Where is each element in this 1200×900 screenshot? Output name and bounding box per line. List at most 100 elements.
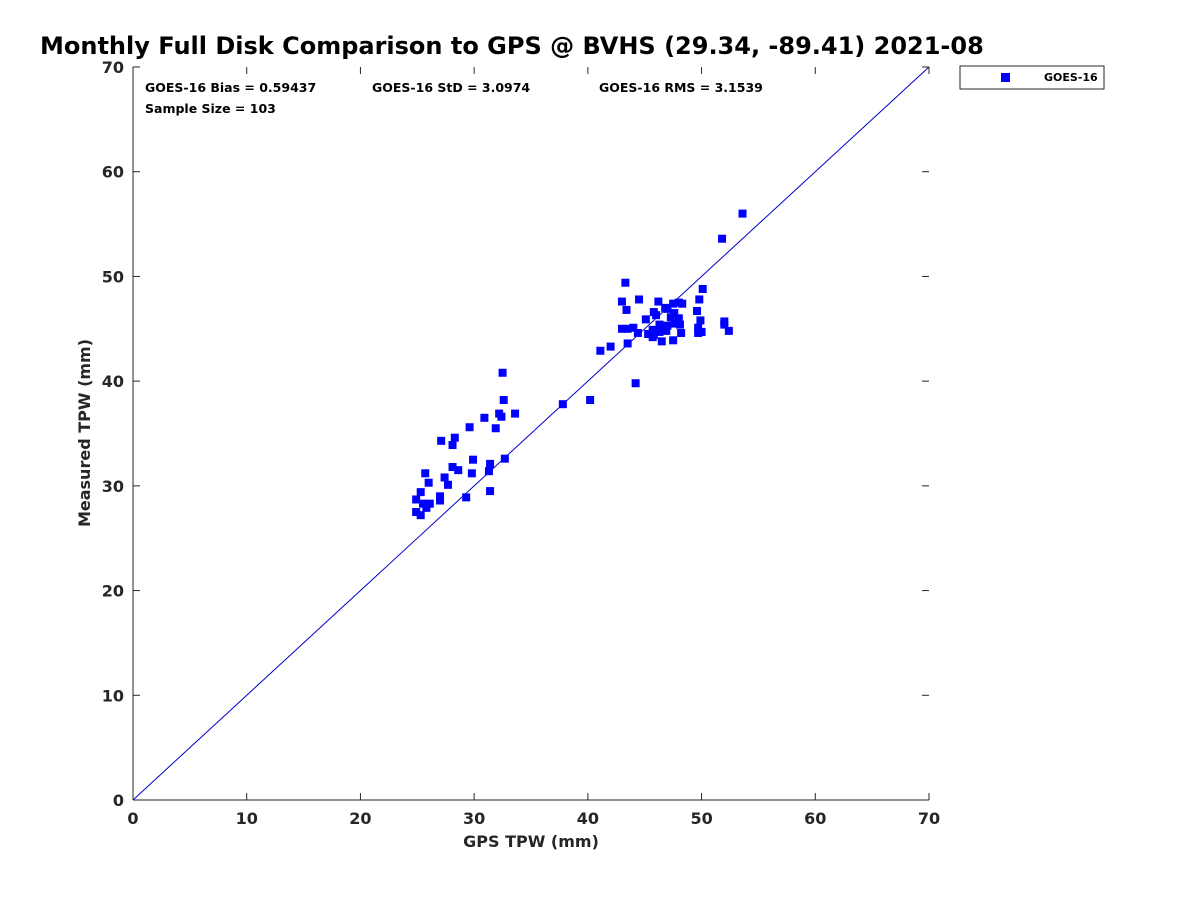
data-point [491, 424, 500, 433]
data-point [462, 493, 471, 502]
bias-stat: GOES-16 Bias = 0.59437 [145, 80, 316, 95]
data-point [500, 454, 509, 463]
sample-size-stat: Sample Size = 103 [145, 101, 276, 116]
y-tick-label: 70 [102, 58, 124, 77]
data-point [663, 321, 672, 330]
data-point [670, 319, 679, 328]
data-point [623, 339, 632, 348]
data-point [644, 330, 653, 339]
data-point [655, 327, 664, 336]
data-point [693, 306, 702, 315]
reference-line-layer [132, 66, 930, 801]
x-tick-label: 60 [804, 809, 826, 828]
data-point [416, 511, 425, 520]
data-point [596, 346, 605, 355]
data-point [738, 209, 747, 218]
data-point [669, 336, 678, 345]
y-tick-label: 40 [102, 372, 124, 391]
data-point [465, 423, 474, 432]
data-point [648, 333, 657, 342]
data-point [412, 508, 421, 517]
data-point [724, 326, 733, 335]
data-point [586, 395, 595, 404]
data-point [654, 297, 663, 306]
data-point [498, 368, 507, 377]
stats-box: GOES-16 Bias = 0.59437 GOES-16 StD = 3.0… [145, 80, 763, 116]
x-tick-label: 20 [349, 809, 371, 828]
legend-label-goes16: GOES-16 [1044, 71, 1098, 84]
y-tick-label: 60 [102, 163, 124, 182]
data-point [622, 305, 631, 314]
data-point [421, 469, 430, 478]
data-point [669, 299, 678, 308]
data-point [641, 315, 650, 324]
data-point [499, 395, 508, 404]
data-point [670, 309, 679, 318]
data-point [674, 314, 683, 323]
x-tick-label: 70 [918, 809, 940, 828]
data-point [448, 441, 457, 450]
data-point [694, 323, 703, 332]
data-point [437, 436, 446, 445]
y-tick-label: 0 [113, 791, 124, 810]
data-point [448, 463, 457, 472]
plot-area: 0 10 20 30 40 50 60 70 0 10 20 30 40 50 60 70 [102, 58, 940, 828]
data-point [635, 295, 644, 304]
data-point [416, 488, 425, 497]
y-tick-label: 10 [102, 686, 124, 705]
x-tick-label: 10 [236, 809, 258, 828]
data-point [663, 304, 672, 313]
data-point [558, 400, 567, 409]
data-point [697, 327, 706, 336]
data-point [696, 316, 705, 325]
data-point [629, 323, 638, 332]
data-point [436, 492, 445, 501]
x-tick-label: 0 [127, 809, 138, 828]
data-point [412, 495, 421, 504]
data-point [666, 313, 675, 322]
data-point [623, 324, 632, 333]
y-tick-label: 30 [102, 477, 124, 496]
data-point [425, 499, 434, 508]
data-point [677, 328, 686, 337]
data-point [631, 379, 640, 388]
data-point [718, 234, 727, 243]
data-point [617, 297, 626, 306]
data-point [454, 466, 463, 475]
data-point [621, 278, 630, 287]
legend-box [959, 65, 1105, 90]
data-point [678, 299, 687, 308]
data-point [633, 328, 642, 337]
data-point [436, 496, 445, 505]
data-points-layer [412, 209, 747, 520]
data-point [648, 325, 657, 334]
data-point [418, 499, 427, 508]
data-point [655, 320, 664, 329]
data-point [652, 311, 661, 320]
std-stat: GOES-16 StD = 3.0974 [372, 80, 530, 95]
x-axis-label: GPS TPW (mm) [463, 832, 599, 851]
data-point [467, 469, 476, 478]
data-point [698, 284, 707, 293]
chart-title: Monthly Full Disk Comparison to GPS @ BV… [40, 32, 984, 60]
data-point [450, 433, 459, 442]
data-point [486, 459, 495, 468]
data-point [443, 480, 452, 489]
legend[interactable]: GOES-16 [959, 65, 1105, 90]
y-axis-label: Measured TPW (mm) [75, 339, 94, 527]
data-point [486, 487, 495, 496]
data-point [662, 326, 671, 335]
data-point [484, 467, 493, 476]
y-axis-ticks: 0 10 20 30 40 50 60 70 [102, 58, 929, 810]
legend-marker-square [1001, 73, 1010, 82]
x-tick-label: 40 [577, 809, 599, 828]
data-point [480, 413, 489, 422]
data-point [617, 324, 626, 333]
data-point [675, 320, 684, 329]
data-point [657, 337, 666, 346]
x-tick-label: 50 [690, 809, 712, 828]
data-point [440, 473, 449, 482]
one-to-one-line [132, 66, 930, 801]
data-point [695, 295, 704, 304]
